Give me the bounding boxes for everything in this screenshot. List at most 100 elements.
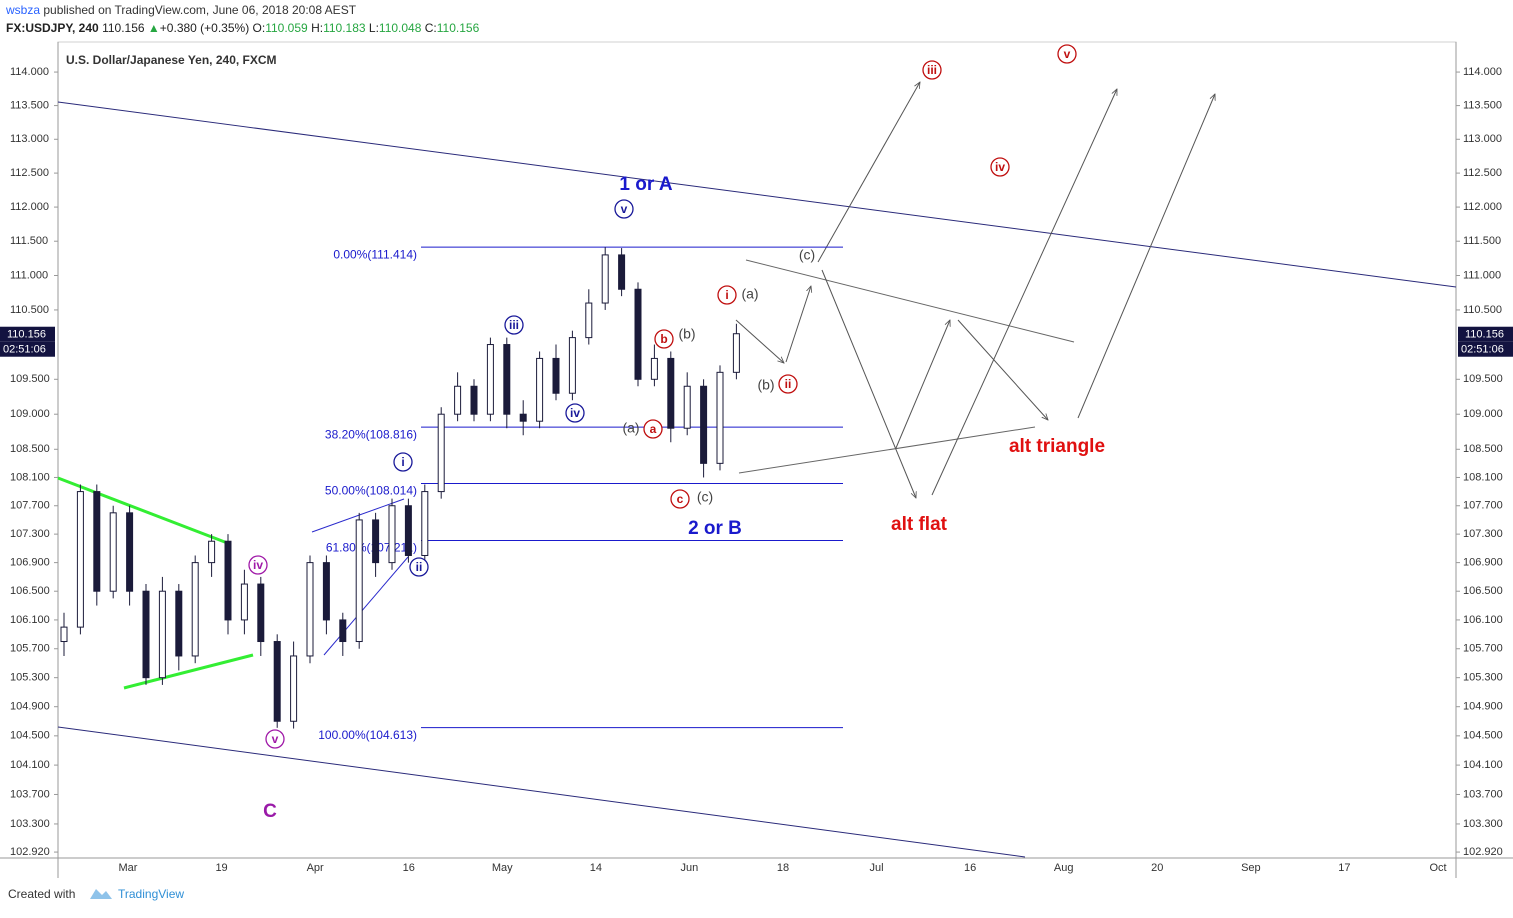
fib-label: 38.20%(108.816) — [325, 427, 417, 441]
y-tick-label-right: 107.700 — [1463, 500, 1503, 512]
price-badge-label: 110.156 — [1465, 329, 1504, 341]
open-label: O: — [253, 21, 266, 35]
x-tick-label: Aug — [1054, 862, 1074, 874]
wave-circle — [265, 729, 285, 749]
symbol-line: FX:USDJPY, 240 110.156 ▲+0.380 (+0.35%) … — [6, 21, 480, 35]
candle-body — [60, 626, 68, 643]
annotation: 2 or B — [688, 518, 742, 539]
wave-label: a — [650, 422, 657, 436]
y-tick-label: 110.500 — [10, 304, 49, 316]
price-badge — [1458, 326, 1513, 342]
close: 110.156 — [437, 21, 480, 35]
y-tick-label: 103.300 — [10, 818, 50, 830]
x-tick-label: Apr — [307, 862, 324, 874]
candle-body — [716, 371, 724, 464]
y-tick-label-right: 104.900 — [1463, 701, 1503, 713]
y-tick-label: 109.500 — [10, 373, 50, 385]
candle-body — [700, 385, 708, 464]
y-tick-label: 104.900 — [10, 701, 50, 713]
y-tick-label: 112.000 — [10, 201, 49, 213]
wave-label: v — [621, 202, 628, 216]
y-tick-label-right: 107.300 — [1463, 528, 1503, 540]
y-tick-label-right: 112.500 — [1463, 167, 1502, 179]
candle-body — [76, 491, 84, 628]
annotation: alt triangle — [1009, 436, 1105, 457]
y-tick-label-right: 108.500 — [1463, 443, 1503, 455]
path-arrow — [931, 89, 1118, 496]
path-arrow — [735, 319, 784, 363]
channel-bottom — [57, 726, 1026, 858]
annotation: (b) — [757, 377, 774, 393]
candle-body — [224, 540, 232, 621]
wave-circle — [504, 315, 524, 335]
triangle-top — [57, 476, 231, 546]
annotation: alt flat — [891, 514, 948, 535]
y-tick-label: 114.000 — [10, 66, 49, 78]
y-tick-label: 108.500 — [10, 443, 50, 455]
change: +0.380 (+0.35%) — [160, 21, 249, 35]
candle-body — [454, 385, 462, 415]
low: 110.048 — [379, 21, 422, 35]
wave-circle — [565, 403, 585, 423]
wave-circle — [614, 199, 634, 219]
y-tick-label-right: 105.300 — [1463, 672, 1503, 684]
y-tick-label-right: 108.100 — [1463, 471, 1503, 483]
candle-body — [355, 519, 363, 643]
wave-label: v — [1064, 47, 1071, 61]
y-tick-label-right: 113.000 — [1463, 133, 1502, 145]
x-tick-label: 16 — [964, 862, 976, 874]
wave-circle — [922, 60, 942, 80]
wave-label: i — [725, 288, 728, 302]
y-tick-label: 106.100 — [10, 614, 50, 626]
candle-body — [208, 540, 216, 564]
annotation: (a) — [622, 420, 639, 436]
y-tick-label-right: 103.700 — [1463, 788, 1503, 800]
y-tick-label: 106.900 — [10, 557, 50, 569]
high-label: H: — [311, 21, 323, 35]
x-tick-label: 20 — [1151, 862, 1163, 874]
price-badge — [0, 326, 55, 342]
candle-body — [536, 357, 544, 422]
wave-circle — [670, 489, 690, 509]
symbol: FX:USDJPY, 240 — [6, 21, 99, 35]
y-tick-label-right: 114.000 — [1463, 66, 1502, 78]
annotation: (a) — [741, 286, 758, 302]
candle-body — [519, 413, 527, 422]
candle-body — [585, 302, 593, 339]
publish-line: wsbza published on TradingView.com, June… — [5, 3, 357, 17]
candle-body — [601, 254, 609, 304]
candle-body — [290, 655, 298, 722]
candle-body — [158, 590, 166, 679]
footer-brand[interactable]: TradingView — [118, 887, 184, 901]
x-tick-label: Jun — [681, 862, 699, 874]
annotation: C — [263, 801, 277, 822]
y-tick-label-right: 103.300 — [1463, 818, 1503, 830]
annotation: (b) — [678, 326, 695, 342]
x-tick-label: 14 — [590, 862, 602, 874]
candle-body — [503, 344, 511, 415]
y-tick-label: 108.100 — [10, 471, 50, 483]
y-tick-label: 104.100 — [10, 759, 50, 771]
triangle-line-bottom — [738, 426, 1036, 474]
fib-label: 61.80%(107.211) — [326, 541, 417, 555]
wave-label: iii — [509, 318, 519, 332]
candle-body — [552, 357, 560, 394]
countdown-badge — [0, 341, 55, 357]
y-tick-label: 109.000 — [10, 408, 50, 420]
open: 110.059 — [265, 21, 308, 35]
y-tick-label: 113.000 — [10, 133, 49, 145]
wave-circle — [643, 419, 663, 439]
candle-body — [634, 288, 642, 380]
author[interactable]: wsbza — [5, 3, 40, 17]
wave-circle — [1057, 44, 1077, 64]
wave-label: b — [660, 332, 667, 346]
up-arrow: ▲ — [148, 21, 160, 35]
y-tick-label: 105.300 — [10, 672, 50, 684]
x-tick-label: Oct — [1429, 862, 1446, 874]
y-tick-label-right: 109.000 — [1463, 408, 1503, 420]
candle-body — [388, 505, 396, 564]
wave-circle — [393, 452, 413, 472]
wave-label: iv — [570, 406, 580, 420]
